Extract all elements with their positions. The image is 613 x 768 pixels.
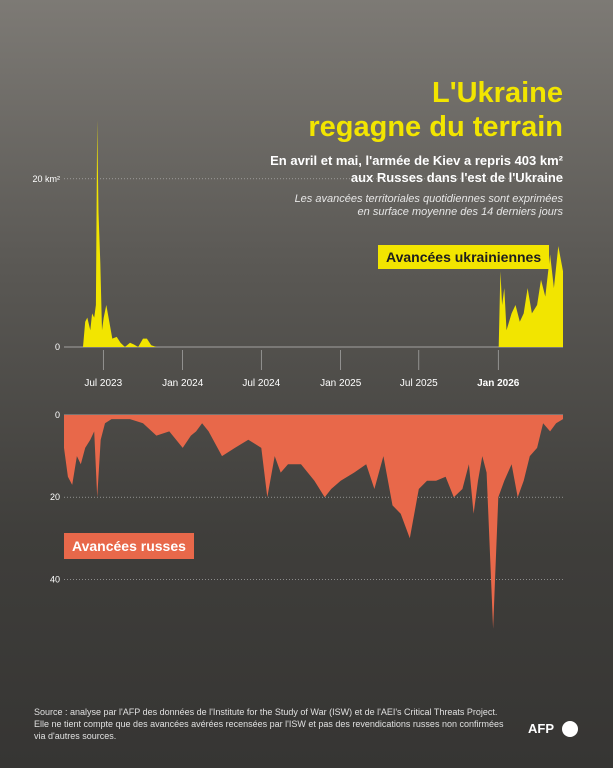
subtitle-line-1: En avril et mai, l'armée de Kiev a repri… — [270, 153, 563, 168]
russia-y-tick-label: 20 — [50, 492, 60, 502]
ukraine-series-label: Avancées ukrainiennes — [378, 245, 550, 269]
x-tick-label: Jul 2024 — [242, 378, 280, 389]
note-line-1: Les avancées territoriales quotidiennes … — [294, 193, 563, 205]
chart-subtitle: En avril et mai, l'armée de Kiev a repri… — [203, 152, 563, 186]
russia-area — [64, 415, 563, 629]
x-tick-label: Jul 2025 — [400, 378, 438, 389]
ukraine-y-tick-label: 0 — [55, 342, 60, 352]
russia-y-tick-label: 0 — [55, 410, 60, 420]
chart-title: L'Ukraine regagne du terrain — [143, 76, 563, 144]
x-tick-label: Jan 2024 — [162, 378, 204, 389]
russia-series-label: Avancées russes — [64, 533, 194, 559]
source-note: Source : analyse par l'AFP des données d… — [34, 706, 514, 742]
russia-y-tick-label: 40 — [50, 574, 60, 584]
source-line-3: via d'autres sources. — [34, 731, 117, 741]
note-line-2: en surface moyenne des 14 derniers jours — [357, 206, 563, 218]
subtitle-line-2: aux Russes dans l'est de l'Ukraine — [350, 170, 563, 185]
ukraine-y-tick-label: 20 km² — [32, 174, 60, 184]
source-line-2: Elle ne tient compte que des avancées av… — [34, 719, 504, 729]
title-line-1: L'Ukraine — [432, 77, 563, 109]
title-line-2: regagne du terrain — [308, 111, 563, 143]
source-line-1: Source : analyse par l'AFP des données d… — [34, 707, 498, 717]
ukraine-area — [82, 120, 564, 347]
chart-note: Les avancées territoriales quotidiennes … — [203, 193, 563, 219]
x-tick-label: Jan 2026 — [477, 378, 520, 389]
afp-logo-text: AFP — [528, 721, 554, 736]
afp-logo-dot-icon — [562, 721, 578, 737]
chart-svg: 0 20 km² Jul 2023 Jan 2024 Jul 2024 Jan 2025 J… — [32, 120, 564, 629]
x-tick-label: Jul 2023 — [84, 378, 122, 389]
x-tick-label: Jan 2025 — [320, 378, 362, 389]
